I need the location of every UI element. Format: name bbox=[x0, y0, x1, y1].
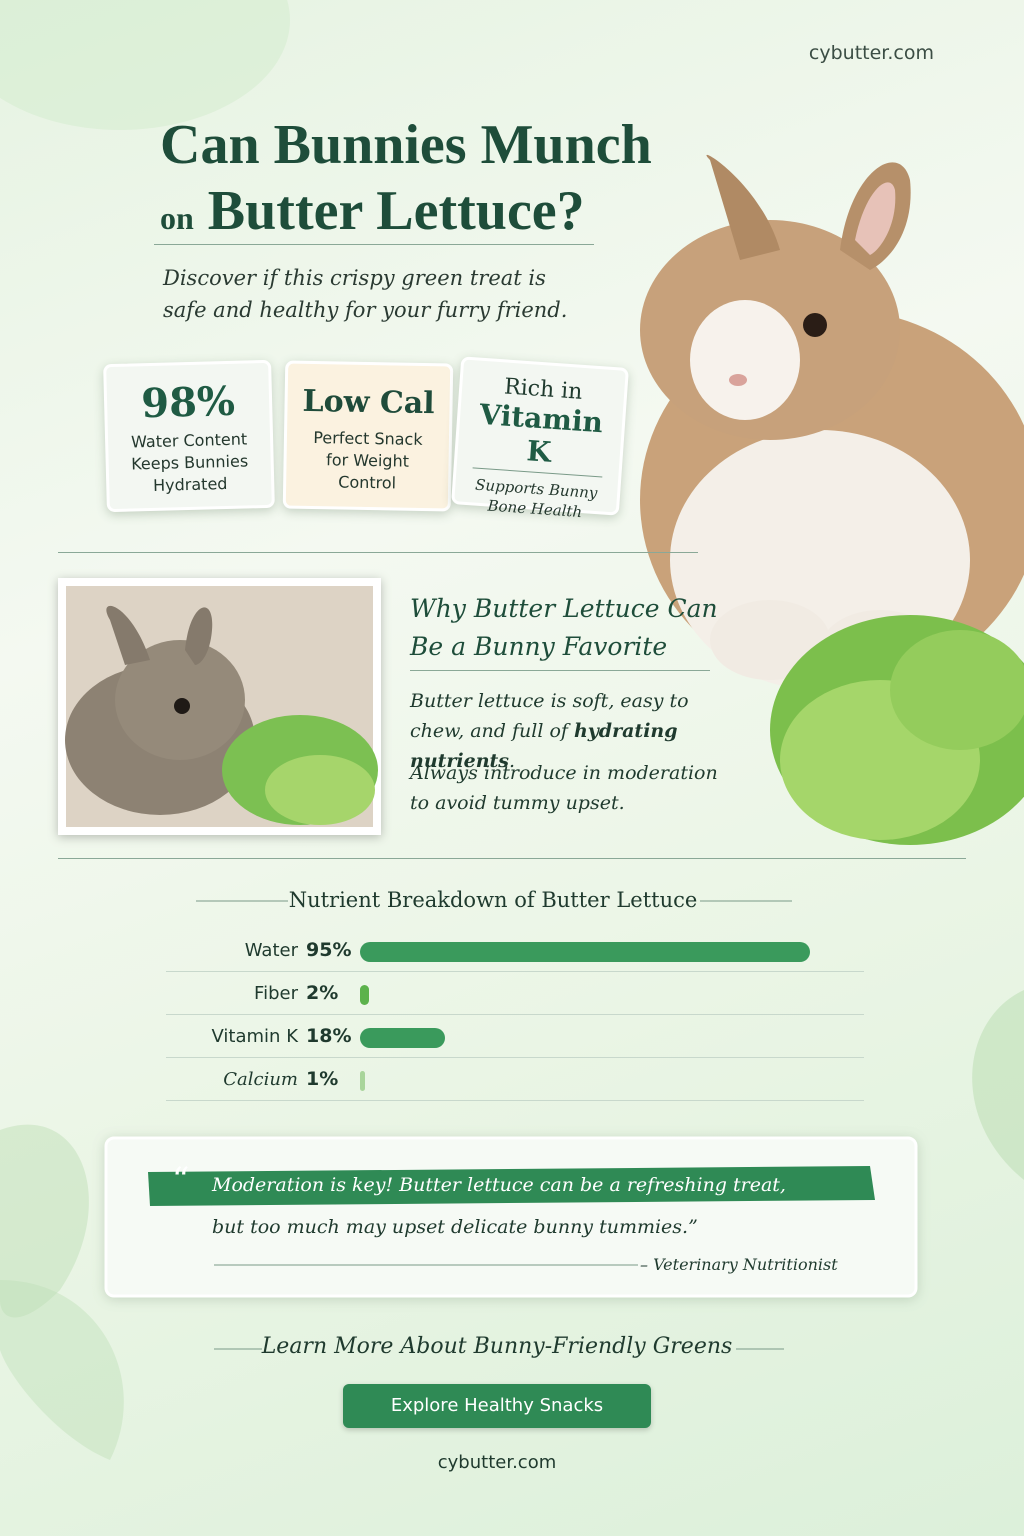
category-label: Water bbox=[244, 940, 298, 961]
title: Can Bunnies Munch on Butter Lettuce? bbox=[160, 112, 652, 251]
cta-button[interactable]: Explore Healthy Snacks bbox=[343, 1384, 651, 1428]
stat-card: 98% Water Content Keeps Bunnies Hydrated bbox=[103, 359, 275, 513]
category-label: Fiber bbox=[254, 983, 298, 1004]
attribution: – Veterinary Nutritionist bbox=[640, 1255, 838, 1274]
divider bbox=[58, 858, 966, 859]
row-divider bbox=[166, 1057, 864, 1058]
value-label: 1% bbox=[306, 1068, 339, 1090]
stat-text: Perfect Snack for Weight Control bbox=[313, 428, 423, 493]
stat-headline: 98% bbox=[140, 377, 236, 428]
cta-heading: Learn More About Bunny-Friendly Greens bbox=[261, 1334, 733, 1359]
row-divider bbox=[166, 971, 864, 972]
stat-card: Low Cal Perfect Snack for Weight Control bbox=[282, 360, 454, 512]
chart-title: Nutrient Breakdown of Butter Lettuce bbox=[288, 888, 698, 912]
bar bbox=[360, 985, 370, 1005]
paragraph: Butter lettuce is soft, easy to chew, an… bbox=[410, 686, 740, 776]
title-line: on Butter Lettuce? bbox=[160, 178, 652, 251]
category-label: Vitamin K bbox=[211, 1026, 298, 1047]
text: Butter lettuce is soft, easy to chew, an… bbox=[410, 690, 689, 742]
site-name: cybutter.com bbox=[808, 42, 934, 64]
quote-line: Moderation is key! Butter lettuce can be… bbox=[212, 1174, 786, 1196]
divider bbox=[58, 552, 698, 553]
stat-card: Rich in Vitamin K Supports Bunny Bone He… bbox=[451, 356, 629, 521]
emphasis: hydrating nutrients bbox=[410, 720, 678, 772]
footer-site: cybutter.com bbox=[437, 1452, 557, 1473]
subtitle: Discover if this crispy green treat is s… bbox=[163, 266, 568, 322]
quote-line: but too much may upset delicate bunny tu… bbox=[212, 1216, 698, 1238]
stat-headline: Vitamin K bbox=[472, 397, 608, 478]
text: . bbox=[509, 750, 516, 772]
bar bbox=[360, 1028, 446, 1048]
section-title: Why Butter Lettuce Can Be a Bunny Favori… bbox=[410, 594, 718, 661]
stat-headline: Low Cal bbox=[302, 383, 435, 422]
divider bbox=[410, 670, 710, 671]
category-label: Calcium bbox=[223, 1069, 298, 1090]
title-word: Butter Lettuce? bbox=[207, 180, 585, 242]
bar bbox=[360, 1071, 365, 1091]
bar bbox=[360, 942, 811, 962]
value-label: 95% bbox=[306, 939, 352, 961]
divider bbox=[154, 244, 594, 245]
paragraph: Always introduce in moderation to avoid … bbox=[410, 762, 718, 814]
quote-mark: “ bbox=[172, 1160, 190, 1200]
value-label: 2% bbox=[306, 982, 339, 1004]
title-line: Can Bunnies Munch bbox=[160, 114, 652, 176]
stat-text: Water Content Keeps Bunnies Hydrated bbox=[130, 429, 249, 495]
title-on: on bbox=[160, 200, 194, 236]
row-divider bbox=[166, 1014, 864, 1015]
value-label: 18% bbox=[306, 1025, 352, 1047]
row-divider bbox=[166, 1100, 864, 1101]
